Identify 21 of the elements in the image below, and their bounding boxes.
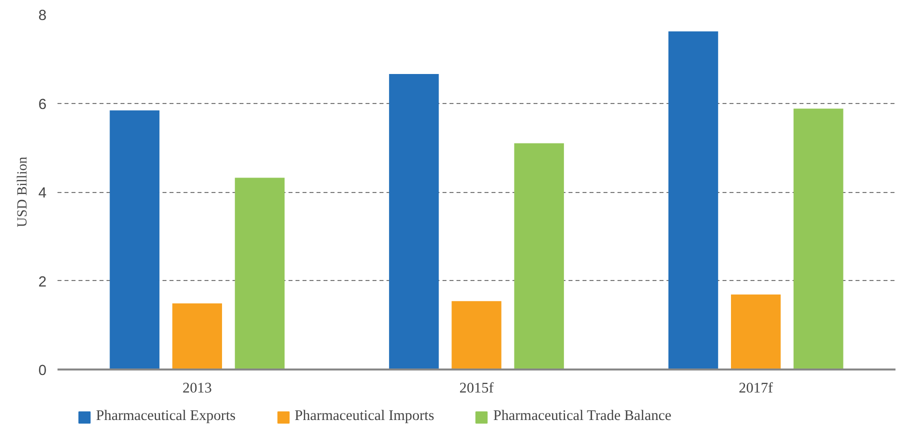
y-tick-label: 8	[38, 8, 47, 24]
bar	[452, 301, 502, 370]
y-axis-title: USD Billion	[15, 156, 30, 228]
legend-label: Pharmaceutical Exports	[96, 408, 236, 425]
y-tick-label: 0	[38, 363, 47, 379]
x-tick-label: 2015f	[459, 380, 494, 396]
bar	[389, 74, 439, 370]
y-tick-label: 4	[38, 186, 47, 202]
bar	[172, 303, 222, 370]
x-tick-label: 2013	[182, 380, 212, 396]
bar	[730, 294, 781, 370]
bar	[668, 31, 718, 370]
bar	[234, 178, 285, 370]
legend-label: Pharmaceutical Imports	[294, 408, 434, 425]
legend-label: Pharmaceutical Trade Balance	[493, 408, 672, 425]
bar	[514, 143, 564, 370]
bar	[794, 108, 844, 370]
x-tick-label: 2017f	[738, 380, 774, 396]
y-tick-label: 6	[38, 96, 47, 113]
y-tick-label: 2	[38, 274, 47, 290]
bar	[110, 110, 160, 370]
